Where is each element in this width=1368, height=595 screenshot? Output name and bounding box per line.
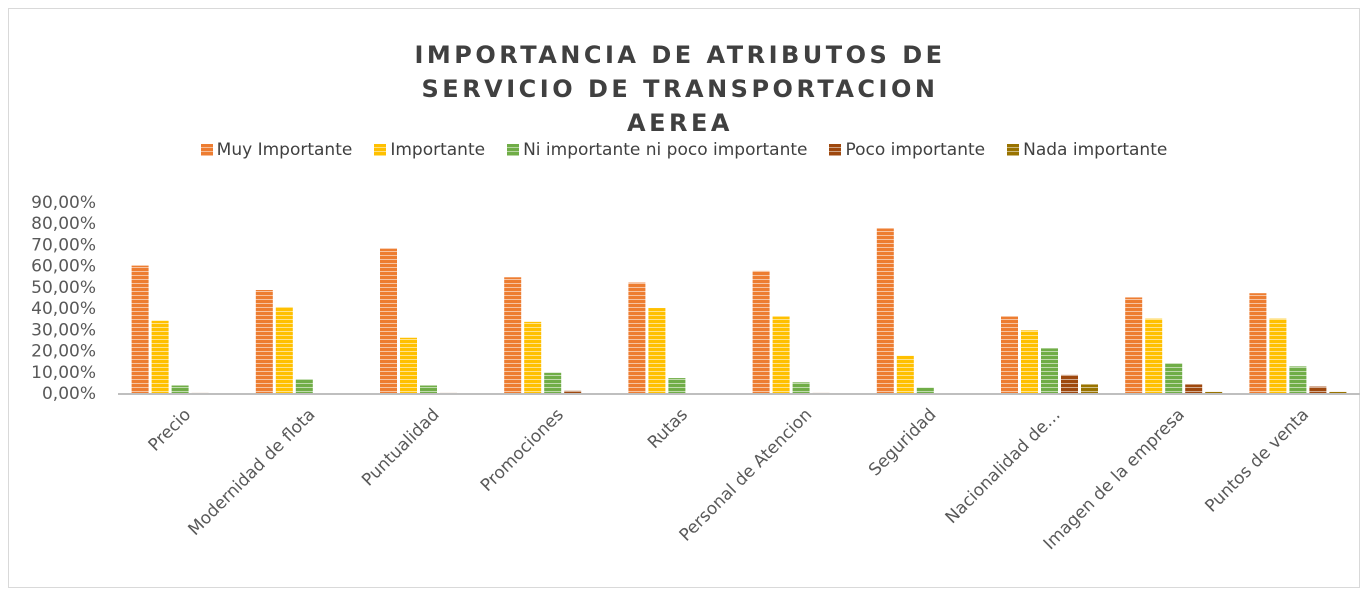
legend-label: Muy Importante [216, 140, 353, 160]
bar [151, 320, 169, 394]
bar [544, 372, 562, 394]
bar [648, 308, 666, 394]
legend: Muy Importante Importante Ni importante ni… [0, 140, 1368, 160]
x-tick-label: Promociones [477, 405, 568, 496]
y-tick-label: 40,00% [31, 299, 96, 319]
x-tick-label: Nacionalidad de… [942, 405, 1065, 528]
x-tick-label: Precio [145, 405, 196, 456]
bar [1061, 374, 1078, 394]
bar [1041, 348, 1058, 394]
x-tick-label: Seguridad [865, 405, 940, 480]
chart-title: IMPORTANCIA DE ATRIBUTOS DE SERVICIO DE … [414, 41, 946, 137]
legend-swatch [507, 144, 520, 156]
x-tick-label: Imagen de la empresa [1040, 405, 1189, 554]
legend-item: Nada importante [1007, 140, 1167, 160]
bar [504, 277, 522, 394]
bar [524, 321, 542, 394]
chart-frame [8, 8, 1360, 588]
legend-label: Importante [390, 140, 486, 160]
bar [916, 387, 934, 394]
bar [1125, 297, 1143, 394]
legend-swatch [200, 144, 213, 156]
y-tick-label: 30,00% [31, 320, 96, 340]
bar [1185, 384, 1203, 394]
y-tick-label: 80,00% [31, 214, 96, 234]
bar [1021, 330, 1038, 394]
legend-swatch [374, 144, 387, 156]
bar [772, 316, 790, 394]
x-tick-label: Puntos de venta [1201, 405, 1313, 517]
y-tick-label: 10,00% [31, 363, 96, 383]
bar [1329, 391, 1347, 394]
legend-swatch [829, 144, 842, 156]
y-tick-label: 50,00% [31, 278, 96, 298]
bar [876, 228, 894, 394]
bar [400, 337, 417, 394]
bar [1269, 318, 1287, 394]
bar [131, 265, 149, 394]
y-tick-label: 90,00% [31, 193, 96, 213]
bar [1145, 318, 1163, 394]
bar [896, 355, 914, 394]
legend-item: Ni importante ni poco importante [507, 140, 807, 160]
bar [752, 270, 770, 394]
legend-label: Poco importante [845, 140, 986, 160]
bar [1309, 386, 1327, 394]
legend-swatch [1007, 144, 1020, 156]
x-tick-label: Puntualidad [358, 405, 443, 490]
legend-label: Ni importante ni poco importante [523, 140, 808, 160]
x-tick-label: Modernidad de flota [184, 405, 319, 540]
bar [275, 306, 293, 394]
bar [255, 290, 273, 394]
bar [628, 282, 646, 394]
x-tick-label: Rutas [644, 405, 692, 453]
y-tick-label: 0,00% [42, 384, 96, 404]
bar [1165, 363, 1183, 394]
y-tick-label: 60,00% [31, 257, 96, 277]
bar [1205, 391, 1223, 394]
legend-item: Muy Importante [200, 140, 353, 160]
y-tick-label: 70,00% [31, 235, 96, 255]
bar [1001, 316, 1018, 394]
bar [420, 385, 437, 394]
legend-item: Importante [374, 140, 485, 160]
y-tick-label: 20,00% [31, 342, 96, 362]
x-tick-label: Personal de Atencion [676, 405, 817, 546]
legend-item: Poco importante [829, 140, 985, 160]
bar [564, 390, 582, 394]
bar [792, 382, 810, 394]
bar [295, 379, 313, 394]
bar [171, 385, 189, 394]
bar [1249, 293, 1267, 394]
bar [1289, 366, 1307, 394]
bar [668, 378, 686, 394]
bar [1081, 384, 1098, 394]
bar [380, 248, 397, 394]
legend-label: Nada importante [1023, 140, 1168, 160]
